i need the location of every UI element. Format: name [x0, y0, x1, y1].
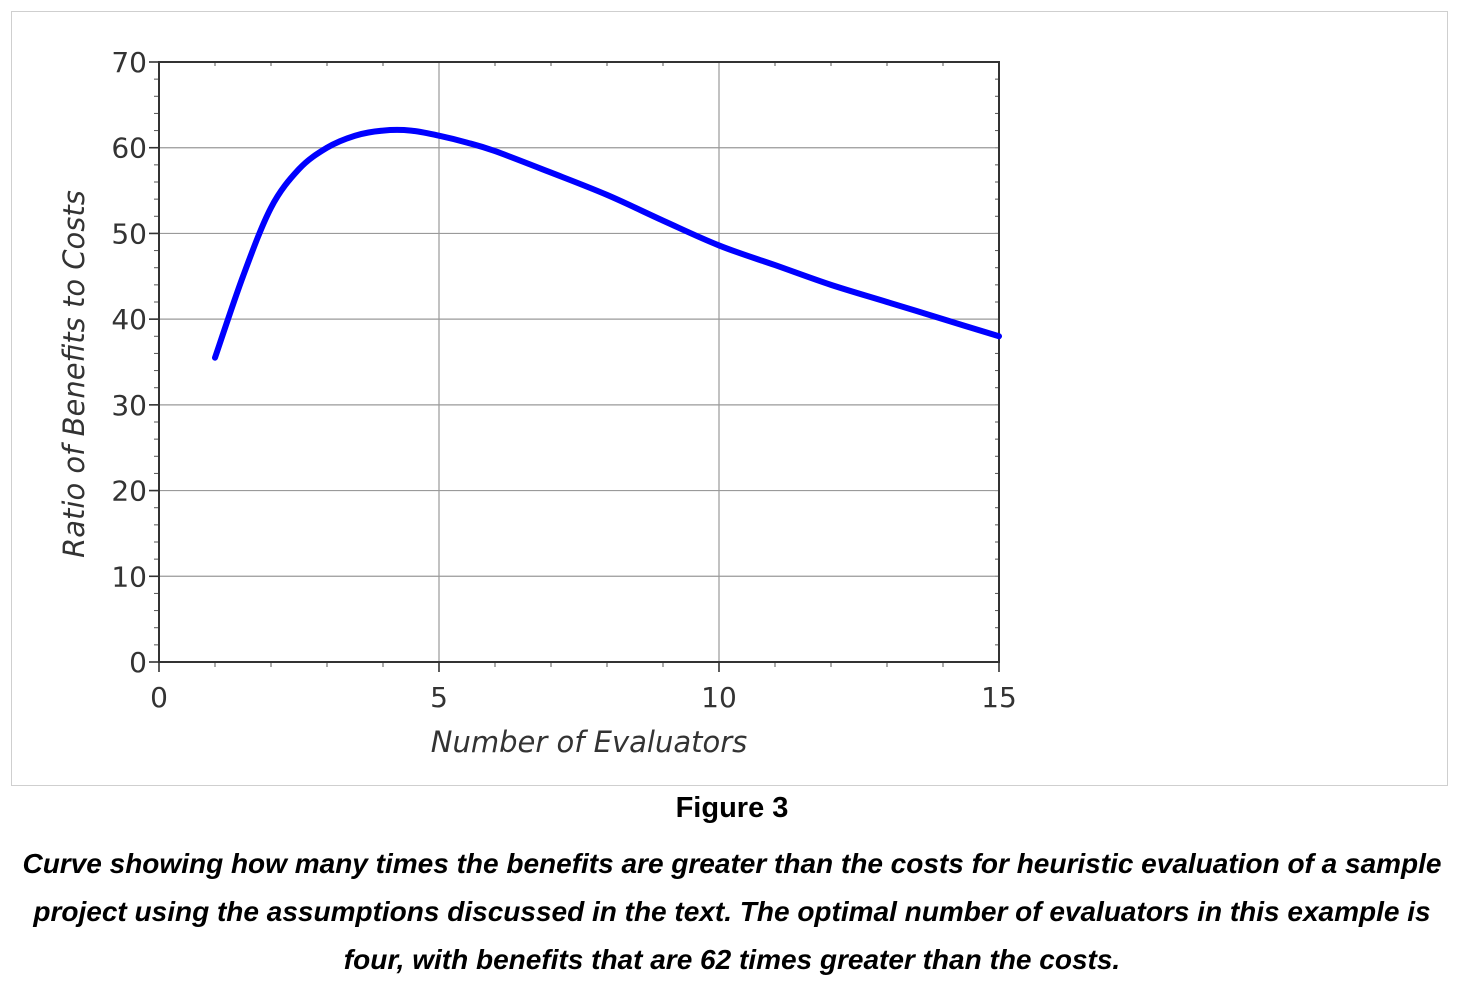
y-tick-label: 60 [111, 132, 147, 165]
series-line [212, 126, 1002, 361]
y-tick-label: 10 [111, 560, 147, 593]
x-tick-label: 10 [701, 681, 737, 714]
y-axis-label: Ratio of Benefits to Costs [57, 190, 91, 558]
figure-label: Figure 3 [675, 792, 789, 824]
y-tick-label: 30 [111, 389, 147, 422]
x-tick-label: 15 [981, 681, 1017, 714]
figure-caption: Curve showing how many times the benefit… [22, 848, 1442, 975]
figure-frame: 0 10 20 30 40 50 60 70 0 5 10 15 Number of Evaluato… [11, 11, 1448, 786]
x-tick-label: 0 [150, 681, 168, 714]
y-tick-label: 50 [111, 217, 147, 250]
y-tick-label: 40 [111, 303, 147, 336]
line-chart: 0 10 20 30 40 50 60 70 0 5 10 15 Number of Evaluato… [12, 12, 1447, 785]
x-axis-label: Number of Evaluators [431, 725, 748, 759]
plot-area-border [158, 61, 1000, 663]
y-tick-label: 20 [111, 475, 147, 508]
y-tick-label: 70 [111, 46, 147, 79]
y-tick-label: 0 [129, 646, 147, 679]
x-tick-label: 5 [430, 681, 448, 714]
